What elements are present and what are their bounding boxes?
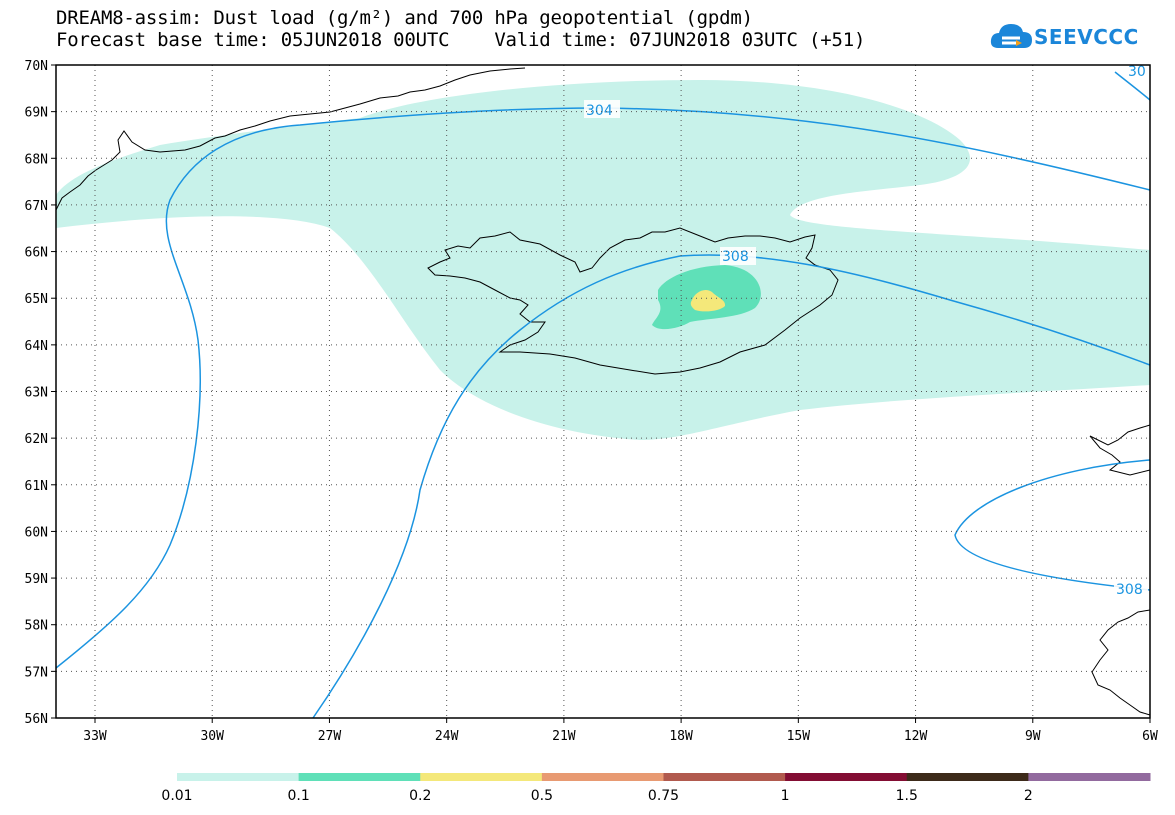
seevccc-logo: SEEVCCC [990,20,1160,58]
lat-tick-label: 62N [25,432,48,447]
contour-label: 304 [586,103,613,119]
lon-tick-label: 24W [435,729,459,744]
logo-text: SEEVCCC [1034,25,1139,49]
lon-tick-label: 12W [904,729,928,744]
map-frame [55,64,1151,719]
lon-tick-label: 27W [318,729,342,744]
colorbar-label: 0.01 [161,788,192,804]
contour-label: 30 [1128,64,1146,80]
greenland-coastline [55,67,526,211]
lat-tick-label: 70N [25,59,48,74]
colorbar-label: 1 [781,788,790,804]
latitude-labels: 70N 69N 68N 67N 66N 65N 64N 63N 62N 61N 60N 59N 58N 5… [25,59,48,727]
lat-tick-label: 60N [25,525,48,540]
lon-tick-label: 30W [200,729,224,744]
lon-tick-label: 9W [1025,729,1041,744]
lon-tick-label: 33W [83,729,107,744]
colorbar-swatch [663,773,786,781]
dust-region-light [56,80,1150,440]
lat-tick-label: 68N [25,152,48,167]
lat-tick-label: 56N [25,712,48,727]
cloud-icon [990,24,1032,48]
contour-300-corner [1114,71,1151,101]
lat-tick-label: 67N [25,199,48,214]
colorbar-swatch [541,773,664,781]
colorbar-label: 0.5 [531,788,553,804]
lon-tick-label: 18W [669,729,693,744]
dust-region-high [690,289,726,312]
contour-304 [55,107,1151,669]
contour-label: 308 [722,249,749,265]
colorbar-swatch [1028,773,1151,781]
forecast-time-line: Forecast base time: 05JUN2018 00UTC Vali… [56,29,866,51]
lat-tick-label: 59N [25,572,48,587]
longitude-labels: 33W 30W 27W 24W 21W 18W 15W 12W 9W 6W [83,729,1158,744]
lat-tick-label: 64N [25,339,48,354]
colorbar-swatch [298,773,421,781]
colorbar-label: 1.5 [896,788,918,804]
norway-coastline-south [1091,609,1151,716]
graticule [51,64,1151,723]
lat-tick-label: 69N [25,106,48,121]
colorbar-swatch [420,773,543,781]
lon-tick-label: 15W [787,729,811,744]
lon-tick-label: 21W [552,729,576,744]
chart-title: DREAM8-assim: Dust load (g/m²) and 700 h… [56,7,753,29]
lat-tick-label: 57N [25,665,48,680]
colorbar-label: 0.75 [648,788,679,804]
iceland-coastline [427,227,839,375]
colorbar-label: 2 [1024,788,1033,804]
lat-tick-label: 66N [25,246,48,261]
lat-tick-label: 63N [25,386,48,401]
colorbar-label: 0.2 [409,788,431,804]
contour-308 [312,254,1151,719]
colorbar-swatch [785,773,908,781]
colorbar-swatch [906,773,1029,781]
lat-tick-label: 61N [25,479,48,494]
colorbar: 0.01 0.1 0.2 0.5 0.75 1 1.5 2 [161,773,1151,804]
lon-tick-label: 6W [1142,729,1158,744]
colorbar-swatch [177,773,300,781]
norway-coastline [1089,424,1151,476]
colorbar-label: 0.1 [287,788,309,804]
lat-tick-label: 65N [25,292,48,307]
lat-tick-label: 58N [25,619,48,634]
contour-label: 308 [1116,582,1143,598]
contour-308-east [954,459,1151,591]
